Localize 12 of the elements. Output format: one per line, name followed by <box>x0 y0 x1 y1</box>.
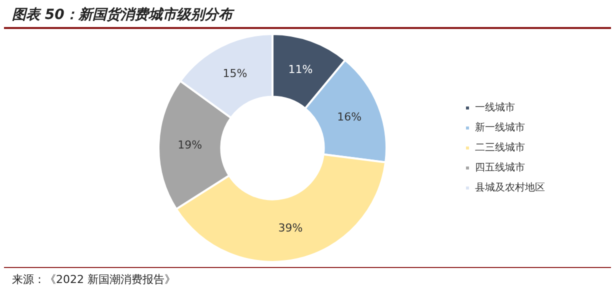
data-label: 19% <box>178 138 202 152</box>
chart-title: 图表 50：新国货消费城市级别分布 <box>4 0 611 29</box>
data-label: 16% <box>337 110 362 124</box>
legend-label: 新一线城市 <box>475 122 525 134</box>
data-label: 39% <box>278 222 303 235</box>
data-label: 11% <box>288 63 313 76</box>
source-note: 来源：《2022 新国潮消费报告》 <box>4 267 611 287</box>
legend-label: 一线城市 <box>475 102 515 114</box>
legend-label: 四五线城市 <box>475 162 525 174</box>
legend-label: 二三线城市 <box>475 142 525 154</box>
data-label: 15% <box>222 67 248 80</box>
legend-label: 县城及农村地区 <box>475 182 545 194</box>
